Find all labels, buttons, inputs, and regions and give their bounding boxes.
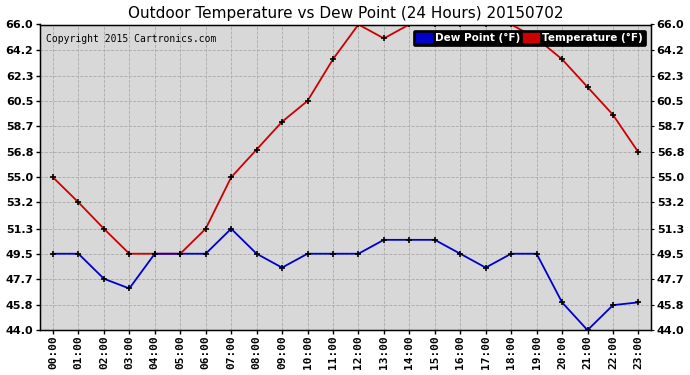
- Title: Outdoor Temperature vs Dew Point (24 Hours) 20150702: Outdoor Temperature vs Dew Point (24 Hou…: [128, 6, 564, 21]
- Text: Copyright 2015 Cartronics.com: Copyright 2015 Cartronics.com: [46, 34, 217, 44]
- Legend: Dew Point (°F), Temperature (°F): Dew Point (°F), Temperature (°F): [413, 30, 646, 46]
